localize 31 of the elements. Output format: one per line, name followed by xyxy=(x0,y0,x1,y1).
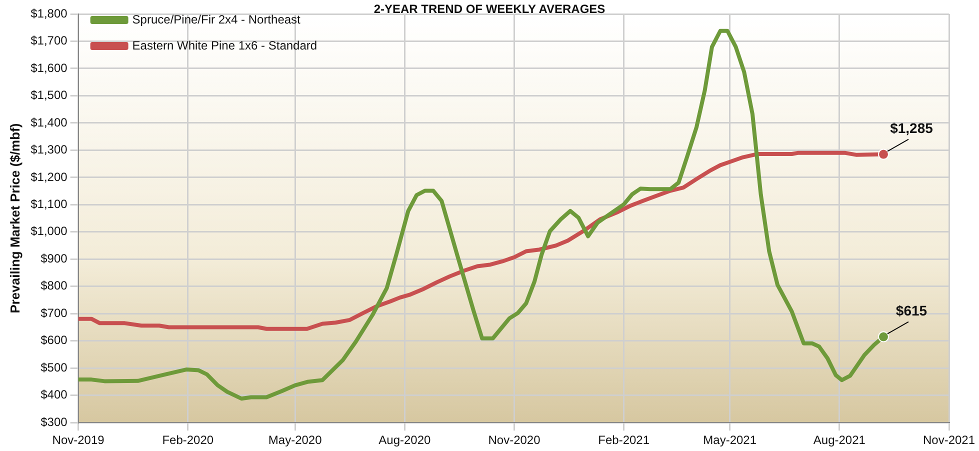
y-tick-label: $900 xyxy=(40,251,68,266)
y-tick-label: $1,300 xyxy=(30,142,68,157)
x-tick-label: Aug-2021 xyxy=(813,433,866,448)
x-tick-label: Feb-2021 xyxy=(598,433,650,448)
x-tick-label: Feb-2020 xyxy=(162,433,214,448)
y-tick-label: $800 xyxy=(40,278,68,293)
x-tick-label: Nov-2021 xyxy=(922,433,976,448)
x-tick-label: May-2021 xyxy=(703,433,757,448)
y-tick-label: $1,500 xyxy=(30,88,68,102)
y-tick-label: $1,400 xyxy=(30,115,68,130)
y-tick-label: $500 xyxy=(40,360,68,374)
data-label: $1,285 xyxy=(890,120,934,136)
y-tick-label: $700 xyxy=(40,306,68,320)
y-tick-label: $300 xyxy=(40,414,68,429)
y-tick-label: $1,200 xyxy=(30,170,68,184)
x-tick-label: May-2020 xyxy=(268,433,322,448)
y-axis-title: Prevailing Market Price ($/mbf) xyxy=(7,123,22,314)
y-tick-label: $1,000 xyxy=(30,224,68,238)
data-label: $615 xyxy=(896,302,928,319)
y-tick-label: $400 xyxy=(40,388,68,402)
y-tick-label: $1,800 xyxy=(30,6,68,20)
y-tick-label: $1,700 xyxy=(30,34,68,48)
y-tick-label: $1,100 xyxy=(30,196,68,211)
x-tick-label: Aug-2020 xyxy=(378,433,432,448)
legend-label: Spruce/Pine/Fir 2x4 - Northeast xyxy=(132,12,302,26)
x-tick-label: Nov-2020 xyxy=(488,433,541,448)
legend-label: Eastern White Pine 1x6 - Standard xyxy=(132,38,318,52)
y-tick-label: $1,600 xyxy=(30,60,68,75)
x-tick-label: Nov-2019 xyxy=(52,433,105,448)
chart-title: 2-YEAR TREND OF WEEKLY AVERAGES xyxy=(374,2,606,16)
y-tick-label: $600 xyxy=(40,333,68,348)
